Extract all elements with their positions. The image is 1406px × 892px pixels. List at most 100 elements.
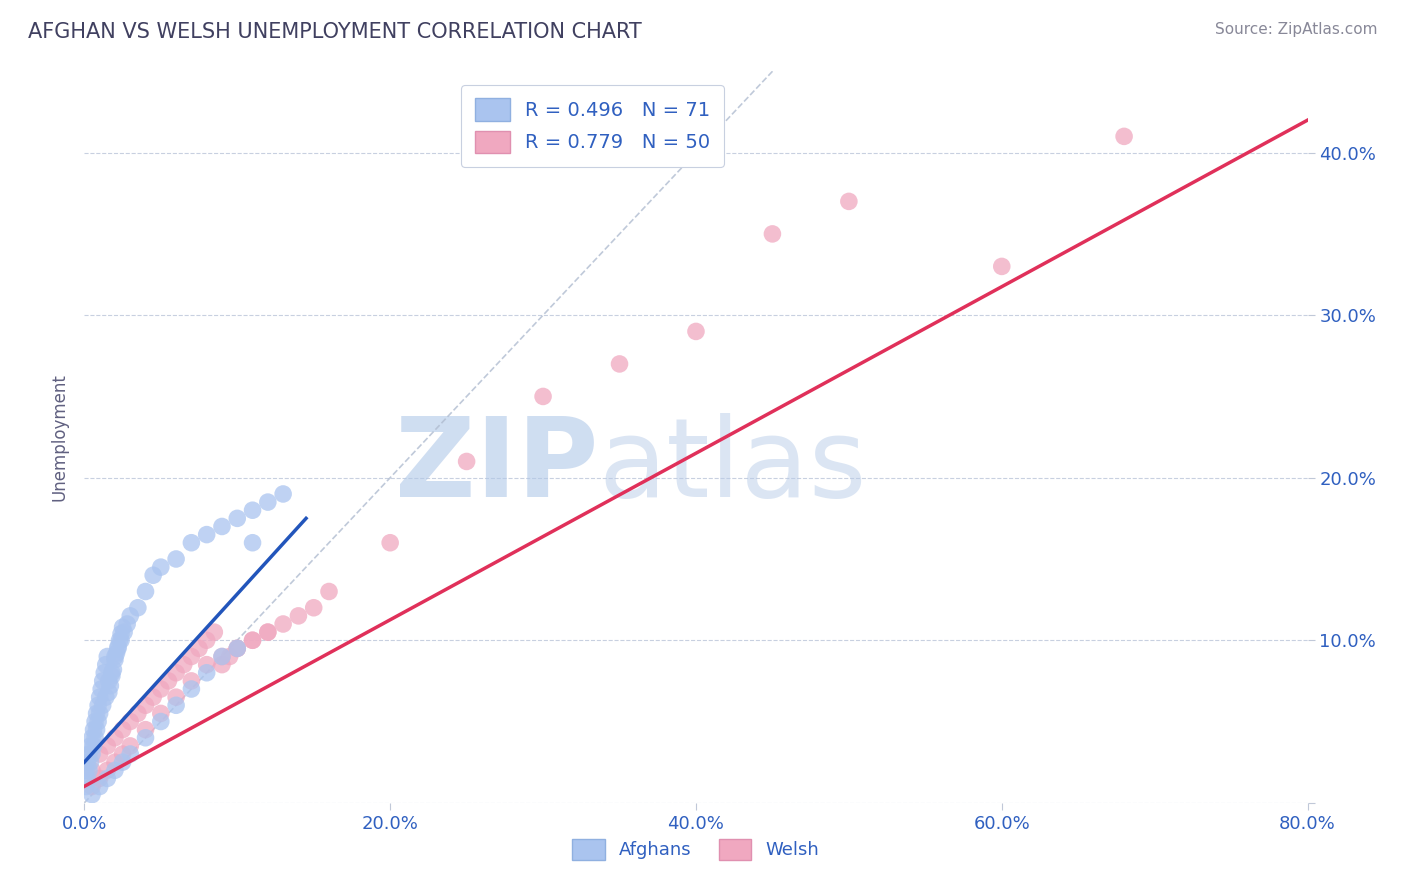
Point: [180, 535, 202, 549]
Point: [188, 641, 211, 656]
Point: [287, 608, 309, 623]
Point: [202, 625, 225, 640]
Point: [991, 260, 1014, 274]
Point: [226, 641, 249, 656]
Point: [101, 665, 124, 680]
Point: [111, 747, 134, 761]
Point: [271, 617, 294, 632]
Point: [685, 325, 707, 339]
Point: [456, 454, 478, 468]
Point: [195, 633, 218, 648]
Point: [115, 617, 138, 632]
Point: [104, 653, 127, 667]
Point: [98, 679, 121, 693]
Point: [104, 764, 127, 778]
Point: [211, 649, 233, 664]
Point: [96, 739, 118, 753]
Point: [96, 764, 118, 778]
Point: [380, 535, 402, 549]
Point: [89, 772, 111, 786]
Point: [110, 626, 132, 640]
Point: [127, 600, 149, 615]
Point: [838, 194, 860, 209]
Point: [94, 690, 117, 705]
Point: [89, 747, 111, 761]
Point: [242, 503, 264, 517]
Point: [93, 665, 115, 680]
Point: [127, 706, 149, 721]
Point: [120, 747, 142, 761]
Text: atlas: atlas: [598, 413, 866, 520]
Point: [79, 755, 101, 769]
Text: ZIP: ZIP: [395, 413, 598, 520]
Legend: Afghans, Welsh: Afghans, Welsh: [565, 831, 827, 867]
Point: [83, 723, 105, 737]
Point: [135, 584, 157, 599]
Point: [108, 633, 131, 648]
Point: [257, 625, 280, 640]
Text: AFGHAN VS WELSH UNEMPLOYMENT CORRELATION CHART: AFGHAN VS WELSH UNEMPLOYMENT CORRELATION…: [28, 22, 643, 42]
Point: [89, 706, 111, 721]
Point: [96, 649, 118, 664]
Point: [87, 698, 110, 713]
Point: [180, 673, 202, 688]
Point: [135, 731, 157, 745]
Point: [180, 649, 202, 664]
Point: [211, 519, 233, 533]
Point: [111, 755, 134, 769]
Point: [120, 608, 142, 623]
Point: [86, 723, 108, 737]
Point: [87, 714, 110, 729]
Point: [173, 657, 195, 672]
Point: [142, 690, 165, 705]
Point: [107, 640, 129, 654]
Point: [180, 681, 202, 696]
Point: [135, 723, 157, 737]
Point: [135, 698, 157, 713]
Point: [149, 560, 172, 574]
Point: [84, 714, 107, 729]
Point: [76, 772, 98, 786]
Point: [242, 535, 264, 549]
Point: [111, 723, 134, 737]
Point: [226, 641, 249, 656]
Point: [77, 747, 100, 761]
Point: [1114, 129, 1136, 144]
Point: [111, 620, 134, 634]
Point: [91, 698, 114, 713]
Point: [149, 714, 172, 729]
Point: [257, 495, 280, 509]
Point: [195, 657, 218, 672]
Point: [104, 649, 127, 664]
Point: [79, 739, 101, 753]
Point: [211, 657, 233, 672]
Point: [103, 663, 125, 677]
Point: [120, 714, 142, 729]
Point: [75, 780, 97, 794]
Point: [226, 641, 249, 656]
Point: [104, 731, 127, 745]
Point: [75, 764, 97, 778]
Point: [211, 649, 233, 664]
Point: [157, 673, 180, 688]
Point: [761, 227, 783, 241]
Point: [80, 780, 103, 794]
Point: [91, 673, 114, 688]
Point: [105, 646, 128, 660]
Point: [97, 685, 120, 699]
Point: [110, 633, 132, 648]
Point: [165, 552, 187, 566]
Point: [96, 772, 118, 786]
Point: [97, 673, 120, 688]
Point: [80, 731, 103, 745]
Point: [318, 584, 340, 599]
Point: [149, 681, 172, 696]
Point: [165, 665, 187, 680]
Y-axis label: Unemployment: Unemployment: [51, 373, 69, 501]
Point: [142, 568, 165, 582]
Point: [80, 747, 103, 761]
Point: [77, 764, 100, 778]
Point: [80, 788, 103, 802]
Point: [112, 625, 135, 640]
Point: [271, 487, 294, 501]
